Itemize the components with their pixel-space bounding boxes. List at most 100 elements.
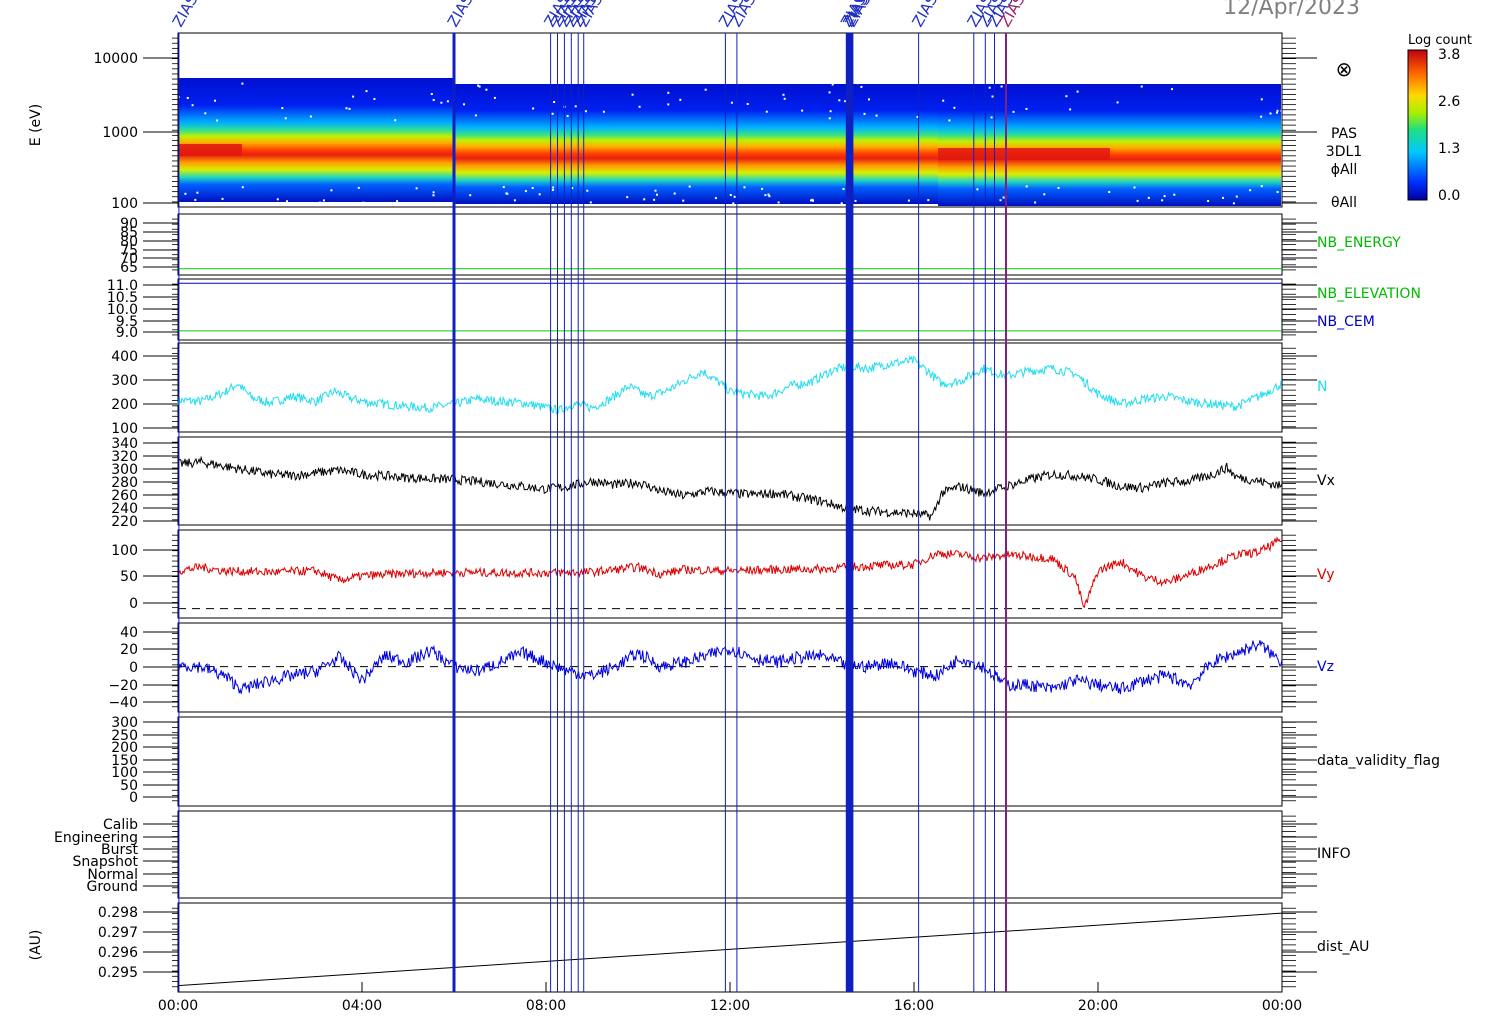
panel-label: Vy	[1317, 567, 1335, 583]
y-tick-label: 100	[111, 765, 138, 781]
spectrogram-label-theta: θAll	[1331, 195, 1357, 211]
y-tick-label: 240	[111, 501, 138, 517]
speckle	[204, 112, 207, 115]
panel-dist: 0.298 0.297 0.296 0.295 dist_AU (AU)	[28, 902, 1369, 993]
speckle	[777, 201, 780, 204]
speckle	[842, 188, 845, 190]
y-tick-label: 80	[120, 234, 138, 250]
speckle	[589, 201, 592, 204]
event-label: ZIAS	[444, 0, 477, 30]
speckle	[1025, 185, 1028, 188]
colorbar-ticks: 3.8 2.6 1.3 0.0	[1438, 47, 1460, 204]
speckle	[415, 187, 418, 190]
speckle	[532, 107, 535, 110]
speckle	[502, 186, 505, 189]
speckle	[907, 199, 910, 202]
speckle	[478, 85, 481, 88]
speckle	[844, 100, 847, 103]
speckle	[765, 110, 768, 113]
speckle	[1133, 186, 1136, 189]
speckle	[1173, 193, 1176, 196]
speckle	[286, 200, 288, 203]
speckle	[348, 107, 351, 110]
speckle	[743, 186, 746, 189]
y-tick-label: 85	[120, 225, 138, 241]
speckle	[216, 119, 219, 122]
speckle	[1276, 191, 1279, 193]
speckle	[631, 93, 634, 96]
speckle	[365, 90, 368, 93]
colorbar-title: Log count	[1408, 33, 1472, 48]
y-tick-label: 340	[111, 436, 138, 452]
colorbar	[1407, 49, 1428, 201]
speckle	[714, 197, 717, 200]
y-tick-label: 10000	[93, 51, 138, 67]
speckle	[284, 117, 287, 120]
speckle	[477, 84, 480, 87]
y-tick-label: 75	[120, 243, 138, 259]
speckle	[654, 189, 657, 192]
speckle	[513, 199, 516, 202]
speckle	[394, 119, 397, 122]
speckle	[812, 199, 814, 202]
y-tick-label: 65	[120, 260, 138, 276]
speckle	[396, 200, 399, 203]
speckle	[1116, 101, 1119, 104]
speckle	[828, 91, 831, 94]
speckle	[309, 115, 312, 118]
speckle	[667, 91, 670, 94]
speckle	[446, 100, 449, 103]
speckle	[626, 196, 629, 199]
speckle	[733, 195, 736, 198]
speckle	[186, 97, 189, 99]
y-tick-label: 1000	[102, 125, 138, 141]
speckle	[493, 96, 496, 99]
speckle	[584, 110, 587, 113]
panel-label: NB_ENERGY	[1317, 235, 1401, 251]
speckle	[432, 194, 435, 197]
speckle	[538, 193, 541, 196]
panel-density: 400 300 200 100 N	[111, 342, 1327, 437]
speckle	[1235, 195, 1238, 198]
y-tick-label: 320	[111, 449, 138, 465]
speckle	[524, 190, 527, 193]
panel-info: CalibEngineeringBurstSnapshotNormalGroun…	[54, 810, 1351, 899]
speckle	[768, 195, 771, 198]
speckle	[194, 198, 197, 201]
y-tick-label: 10.0	[107, 302, 138, 318]
speckle	[1069, 108, 1072, 111]
speckle	[1207, 200, 1210, 202]
speckle	[505, 192, 508, 195]
speckle	[469, 194, 472, 197]
y-tick-label: 150	[111, 753, 138, 769]
speckle	[730, 101, 733, 104]
data-lines	[177, 268, 1283, 987]
speckle	[566, 115, 569, 117]
x-tick-label: 12:00	[710, 998, 750, 1014]
speckle	[586, 189, 589, 192]
speckle	[373, 98, 376, 100]
y-tick-label: 300	[111, 373, 138, 389]
speckle	[953, 106, 956, 109]
spectrogram-symbol: ⊗	[1336, 57, 1353, 81]
speckle	[838, 99, 841, 102]
speckle	[463, 103, 465, 106]
speckle	[829, 110, 832, 113]
speckle	[330, 189, 333, 192]
y-tick-label: 100	[111, 543, 138, 559]
series-vx	[177, 455, 1283, 521]
speckle	[729, 194, 732, 196]
speckle	[432, 99, 435, 101]
panel-frame	[177, 529, 1283, 619]
speckle	[474, 114, 477, 117]
speckle	[1002, 196, 1005, 199]
x-tick-label: 16:00	[894, 998, 934, 1014]
date-title: 12/Apr/2023	[1223, 0, 1360, 20]
speckle	[552, 186, 555, 189]
event-label: ZIAS	[169, 0, 202, 30]
speckle	[1163, 195, 1166, 198]
speckle	[638, 105, 641, 108]
speckle	[221, 197, 224, 200]
spectrogram-band	[454, 84, 938, 204]
speckle	[191, 104, 194, 107]
